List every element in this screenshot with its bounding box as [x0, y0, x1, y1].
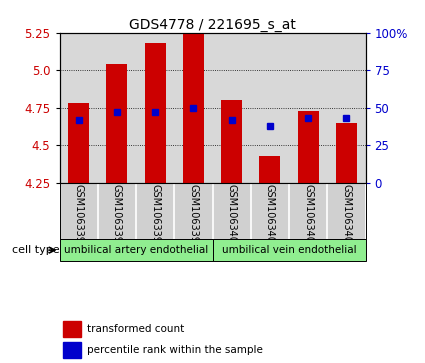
Bar [144, 43, 166, 183]
Bar [212, 239, 366, 261]
Bar [60, 239, 212, 261]
Text: GSM1063406: GSM1063406 [265, 184, 275, 249]
Text: GSM1063405: GSM1063405 [227, 184, 237, 249]
Bar [221, 100, 242, 183]
Text: umbilical vein endothelial: umbilical vein endothelial [222, 245, 356, 255]
Bar [62, 321, 81, 337]
Bar [336, 123, 357, 183]
Text: transformed count: transformed count [87, 324, 184, 334]
Text: GSM1063408: GSM1063408 [341, 184, 351, 249]
Text: cell type: cell type [12, 245, 60, 255]
Text: GSM1063399: GSM1063399 [188, 184, 198, 249]
Bar [68, 103, 89, 183]
Text: GSM1063396: GSM1063396 [74, 184, 84, 249]
Text: umbilical artery endothelial: umbilical artery endothelial [64, 245, 208, 255]
Text: GSM1063407: GSM1063407 [303, 184, 313, 249]
Text: GSM1063397: GSM1063397 [112, 184, 122, 249]
Bar [259, 156, 280, 183]
Bar [183, 33, 204, 183]
Text: GSM1063398: GSM1063398 [150, 184, 160, 249]
Text: percentile rank within the sample: percentile rank within the sample [87, 345, 263, 355]
Bar [106, 64, 128, 183]
Bar [62, 342, 81, 358]
Bar [298, 111, 319, 183]
Title: GDS4778 / 221695_s_at: GDS4778 / 221695_s_at [129, 18, 296, 32]
